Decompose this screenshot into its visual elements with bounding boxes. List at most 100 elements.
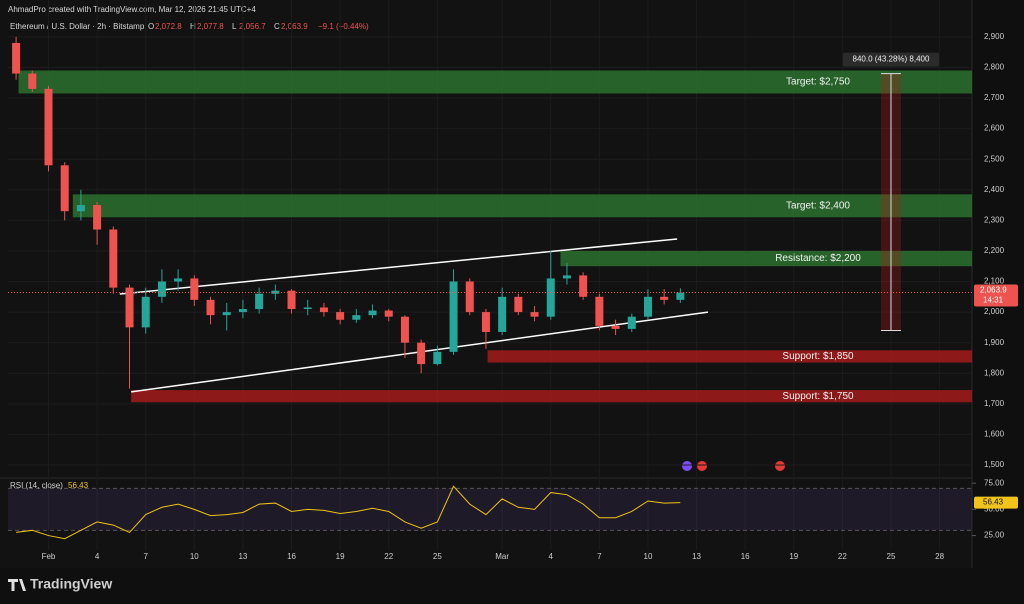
y-tick-label: 2,500 [984, 154, 1005, 163]
candle-body [579, 275, 588, 297]
ohlc-label: C [274, 22, 280, 31]
x-tick-label: 19 [789, 552, 798, 561]
zone [487, 350, 972, 363]
candle-body [157, 281, 166, 297]
zone-label: Target: $2,400 [786, 200, 850, 211]
ohlc-value: 2,063.9 [281, 22, 308, 31]
candle-body [433, 351, 442, 365]
zone [131, 390, 973, 403]
candle-body [336, 312, 345, 320]
event-icon [697, 461, 707, 471]
y-tick-label: 1,600 [984, 430, 1005, 439]
candle-body [190, 278, 199, 300]
x-tick-label: 10 [190, 552, 199, 561]
x-tick-label: 7 [143, 552, 148, 561]
candle-body [109, 229, 118, 288]
rsi-tick-label: 50.00 [984, 504, 1005, 513]
y-tick-label: 1,700 [984, 399, 1005, 408]
y-tick-label: 2,600 [984, 124, 1005, 133]
x-tick-label: 25 [433, 552, 442, 561]
x-tick-label: 16 [287, 552, 296, 561]
x-tick-label: 7 [597, 552, 602, 561]
candle-body [76, 205, 85, 212]
candle-body [514, 296, 523, 313]
trendline [119, 238, 678, 295]
zone-label: Support: $1,750 [782, 391, 854, 402]
event-icon [682, 461, 692, 471]
candle-body [206, 299, 215, 316]
candle-body [222, 312, 231, 316]
x-tick-label: 4 [95, 552, 100, 561]
measure-label-bg [842, 52, 939, 67]
candle-body [530, 312, 539, 317]
y-tick-label: 2,100 [984, 277, 1005, 286]
x-tick-label: Mar [495, 552, 509, 561]
candle-body [44, 88, 53, 166]
rsi-line [16, 485, 681, 540]
zone-label: Target: $2,750 [786, 77, 850, 88]
watermark: AhmadPro created with TradingView.com, M… [8, 5, 256, 14]
ohlc-value: 2,072.8 [155, 22, 182, 31]
zone-label: Resistance: $2,200 [775, 253, 861, 264]
countdown: 14:31 [983, 296, 1004, 305]
ohlc-label: L [232, 22, 237, 31]
change: −9.1 (−0.44%) [318, 22, 369, 31]
candle-body [125, 287, 134, 328]
candle-body [611, 325, 620, 329]
candle-body [303, 307, 312, 310]
x-tick-label: 28 [935, 552, 944, 561]
candle-body [287, 290, 296, 310]
x-tick-label: 22 [384, 552, 393, 561]
ohlc-label: O [148, 22, 154, 31]
ohlc-value: 2,056.7 [239, 22, 266, 31]
brand: TradingView [30, 576, 112, 592]
ohlc-label: H [190, 22, 196, 31]
candle-body [417, 342, 426, 365]
candle-body [384, 310, 393, 317]
x-tick-label: 13 [238, 552, 247, 561]
candle-body [595, 296, 604, 326]
last-price-label: 2,063.9 [980, 286, 1007, 295]
event-icon [775, 461, 785, 471]
candle-body [449, 281, 458, 352]
measure-label: 840.0 (43.28%) 8,400 [853, 55, 930, 64]
candle-body [28, 73, 37, 89]
x-tick-label: 4 [549, 552, 554, 561]
rsi-badge-label: 56.43 [983, 498, 1004, 507]
y-tick-label: 2,400 [984, 185, 1005, 194]
candle-body [93, 205, 102, 230]
y-tick-label: 2,700 [984, 93, 1005, 102]
candle-body [660, 296, 669, 300]
x-tick-label: 16 [741, 552, 750, 561]
x-tick-label: 25 [887, 552, 896, 561]
zone [72, 194, 973, 218]
y-tick-label: 1,800 [984, 368, 1005, 377]
rsi-badge [974, 496, 1018, 509]
y-tick-label: 2,200 [984, 246, 1005, 255]
zone [560, 250, 972, 267]
zone-label: Support: $1,850 [782, 351, 854, 362]
candle-body [255, 293, 264, 310]
candle-body [141, 296, 150, 328]
x-tick-label: 10 [644, 552, 653, 561]
rsi-tick-label: 25.00 [984, 531, 1005, 540]
last-price-badge [974, 284, 1018, 307]
ohlc-value: 2,077.8 [197, 22, 224, 31]
candle-body [319, 307, 328, 313]
candle-body [562, 275, 571, 279]
y-tick-label: 1,500 [984, 460, 1005, 469]
candle-body [174, 278, 183, 282]
candle-body [238, 309, 247, 313]
x-tick-label: Feb [42, 552, 56, 561]
candle-body [12, 42, 21, 74]
candle-body [546, 278, 555, 317]
y-tick-label: 2,000 [984, 307, 1005, 316]
brand-logo [8, 579, 26, 591]
candle-body [627, 316, 636, 329]
rsi-band [8, 488, 972, 531]
rsi-title: RSI (14, close) [10, 481, 63, 490]
candle-body [465, 281, 474, 313]
rsi-value: 56.43 [68, 481, 89, 490]
zone [18, 70, 973, 94]
